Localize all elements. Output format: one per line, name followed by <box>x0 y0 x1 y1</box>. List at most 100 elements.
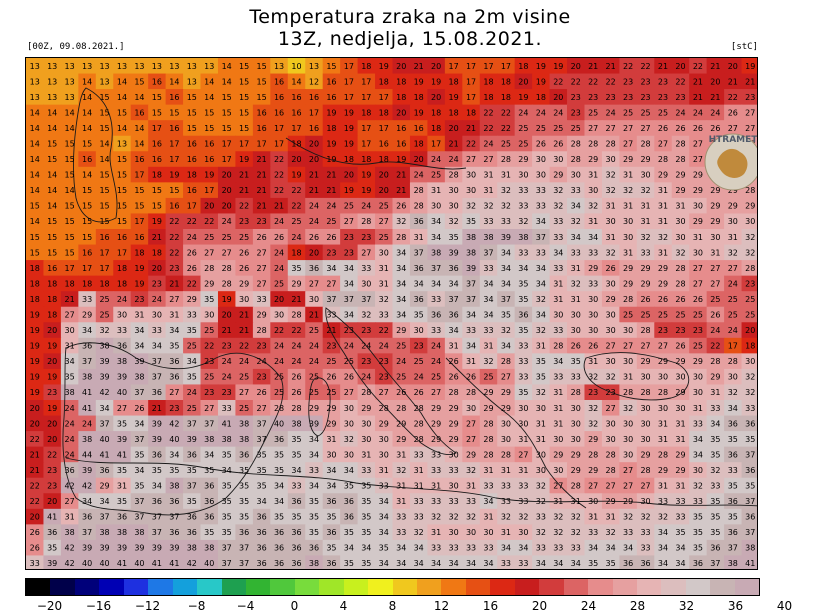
temperature-value: 39 <box>152 419 162 428</box>
temperature-value: 28 <box>204 264 214 273</box>
temperature-cell <box>619 477 638 494</box>
temperature-value: 30 <box>571 171 581 180</box>
temperature-value: 21 <box>466 124 476 133</box>
temperature-value: 30 <box>693 248 703 257</box>
temperature-cell <box>200 322 219 339</box>
temperature-cell <box>741 291 757 308</box>
temperature-map: 13 13 13 13 13 13 13 13 13 13 13 14 15 15 13 10 13 15 17 18… <box>25 57 758 570</box>
temperature-value: 15 <box>152 202 162 211</box>
temperature-value: 15 <box>65 155 75 164</box>
temperature-cell <box>217 322 237 339</box>
temperature-value: 27 <box>588 482 598 491</box>
temperature-cell <box>60 197 79 215</box>
temperature-cell <box>183 524 202 541</box>
temperature-value: 28 <box>501 357 511 366</box>
temperature-value: 34 <box>518 544 528 553</box>
temperature-cell <box>375 291 394 308</box>
temperature-value: 22 <box>728 93 738 102</box>
temperature-cell <box>26 306 45 323</box>
temperature-cell <box>357 431 376 448</box>
temperature-cell <box>671 431 690 448</box>
temperature-value: 27 <box>640 124 650 133</box>
temperature-value: 34 <box>344 279 354 288</box>
temperature-value: 35 <box>134 450 144 459</box>
temperature-value: 19 <box>134 279 144 288</box>
temperature-cell <box>514 291 533 308</box>
temperature-value: 35 <box>222 450 232 459</box>
temperature-cell <box>357 539 376 557</box>
temperature-cell <box>130 260 149 277</box>
temperature-cell <box>78 275 97 292</box>
temperature-value: 13 <box>117 140 127 149</box>
temperature-value: 15 <box>99 171 109 180</box>
temperature-value: 30 <box>536 171 546 180</box>
temperature-cell <box>235 368 254 386</box>
temperature-value: 33 <box>518 342 528 351</box>
temperature-value: 34 <box>448 279 458 288</box>
temperature-cell <box>357 135 376 152</box>
temperature-cell <box>444 213 463 230</box>
temperature-value: 37 <box>222 544 232 553</box>
temperature-cell <box>479 322 498 339</box>
legend-swatch <box>588 579 613 595</box>
temperature-value: 37 <box>152 528 162 537</box>
temperature-value: 24 <box>187 233 197 242</box>
temperature-cell <box>706 539 725 557</box>
temperature-value: 34 <box>483 559 493 568</box>
temperature-value: 23 <box>47 388 57 397</box>
temperature-value: 22 <box>274 155 284 164</box>
temperature-cell <box>619 260 638 277</box>
temperature-cell <box>392 104 411 121</box>
temperature-cell <box>26 58 45 75</box>
temperature-cell <box>706 260 725 277</box>
temperature-cell <box>95 493 114 510</box>
temperature-value: 29 <box>379 419 389 428</box>
temperature-cell <box>200 539 219 557</box>
temperature-cell <box>43 275 62 292</box>
temperature-cell <box>322 275 341 292</box>
temperature-value: 26 <box>675 295 685 304</box>
temperature-value: 34 <box>466 342 476 351</box>
temperature-value: 16 <box>82 248 92 257</box>
temperature-cell <box>427 197 446 215</box>
temperature-cell <box>654 477 673 494</box>
temperature-cell <box>26 508 45 525</box>
temperature-value: 39 <box>134 544 144 553</box>
temperature-cell <box>549 89 568 106</box>
temperature-value: 29 <box>745 202 755 211</box>
temperature-value: 13 <box>30 93 40 102</box>
temperature-cell <box>724 260 743 277</box>
temperature-cell <box>497 73 516 90</box>
temperature-cell <box>724 244 743 261</box>
temperature-value: 32 <box>501 202 511 211</box>
temperature-cell <box>165 446 184 463</box>
temperature-cell <box>479 400 498 417</box>
temperature-cell <box>671 58 690 75</box>
temperature-value: 35 <box>239 497 249 506</box>
temperature-cell <box>567 337 586 354</box>
temperature-value: 34 <box>501 264 511 273</box>
temperature-cell <box>601 58 620 75</box>
temperature-cell <box>305 229 324 246</box>
temperature-cell <box>636 213 655 230</box>
temperature-value: 26 <box>291 388 301 397</box>
temperature-cell <box>375 539 394 557</box>
temperature-value: 30 <box>326 450 336 459</box>
temperature-cell <box>26 353 45 370</box>
temperature-value: 23 <box>675 93 685 102</box>
temperature-cell <box>444 260 463 277</box>
temperature-cell <box>78 415 97 432</box>
temperature-cell <box>305 477 324 494</box>
temperature-cell <box>200 135 219 152</box>
temperature-value: 33 <box>483 544 493 553</box>
temperature-value: 15 <box>82 186 92 195</box>
temperature-value: 41 <box>117 450 127 459</box>
temperature-cell <box>217 104 237 121</box>
temperature-cell <box>217 508 237 525</box>
temperature-cell <box>130 539 149 557</box>
temperature-value: 29 <box>675 171 685 180</box>
temperature-cell <box>532 539 551 557</box>
map-valid-time: 13Z, nedjelja, 15.08.2021. <box>277 28 543 50</box>
temperature-cell <box>60 166 79 183</box>
temperature-cell <box>497 104 516 121</box>
